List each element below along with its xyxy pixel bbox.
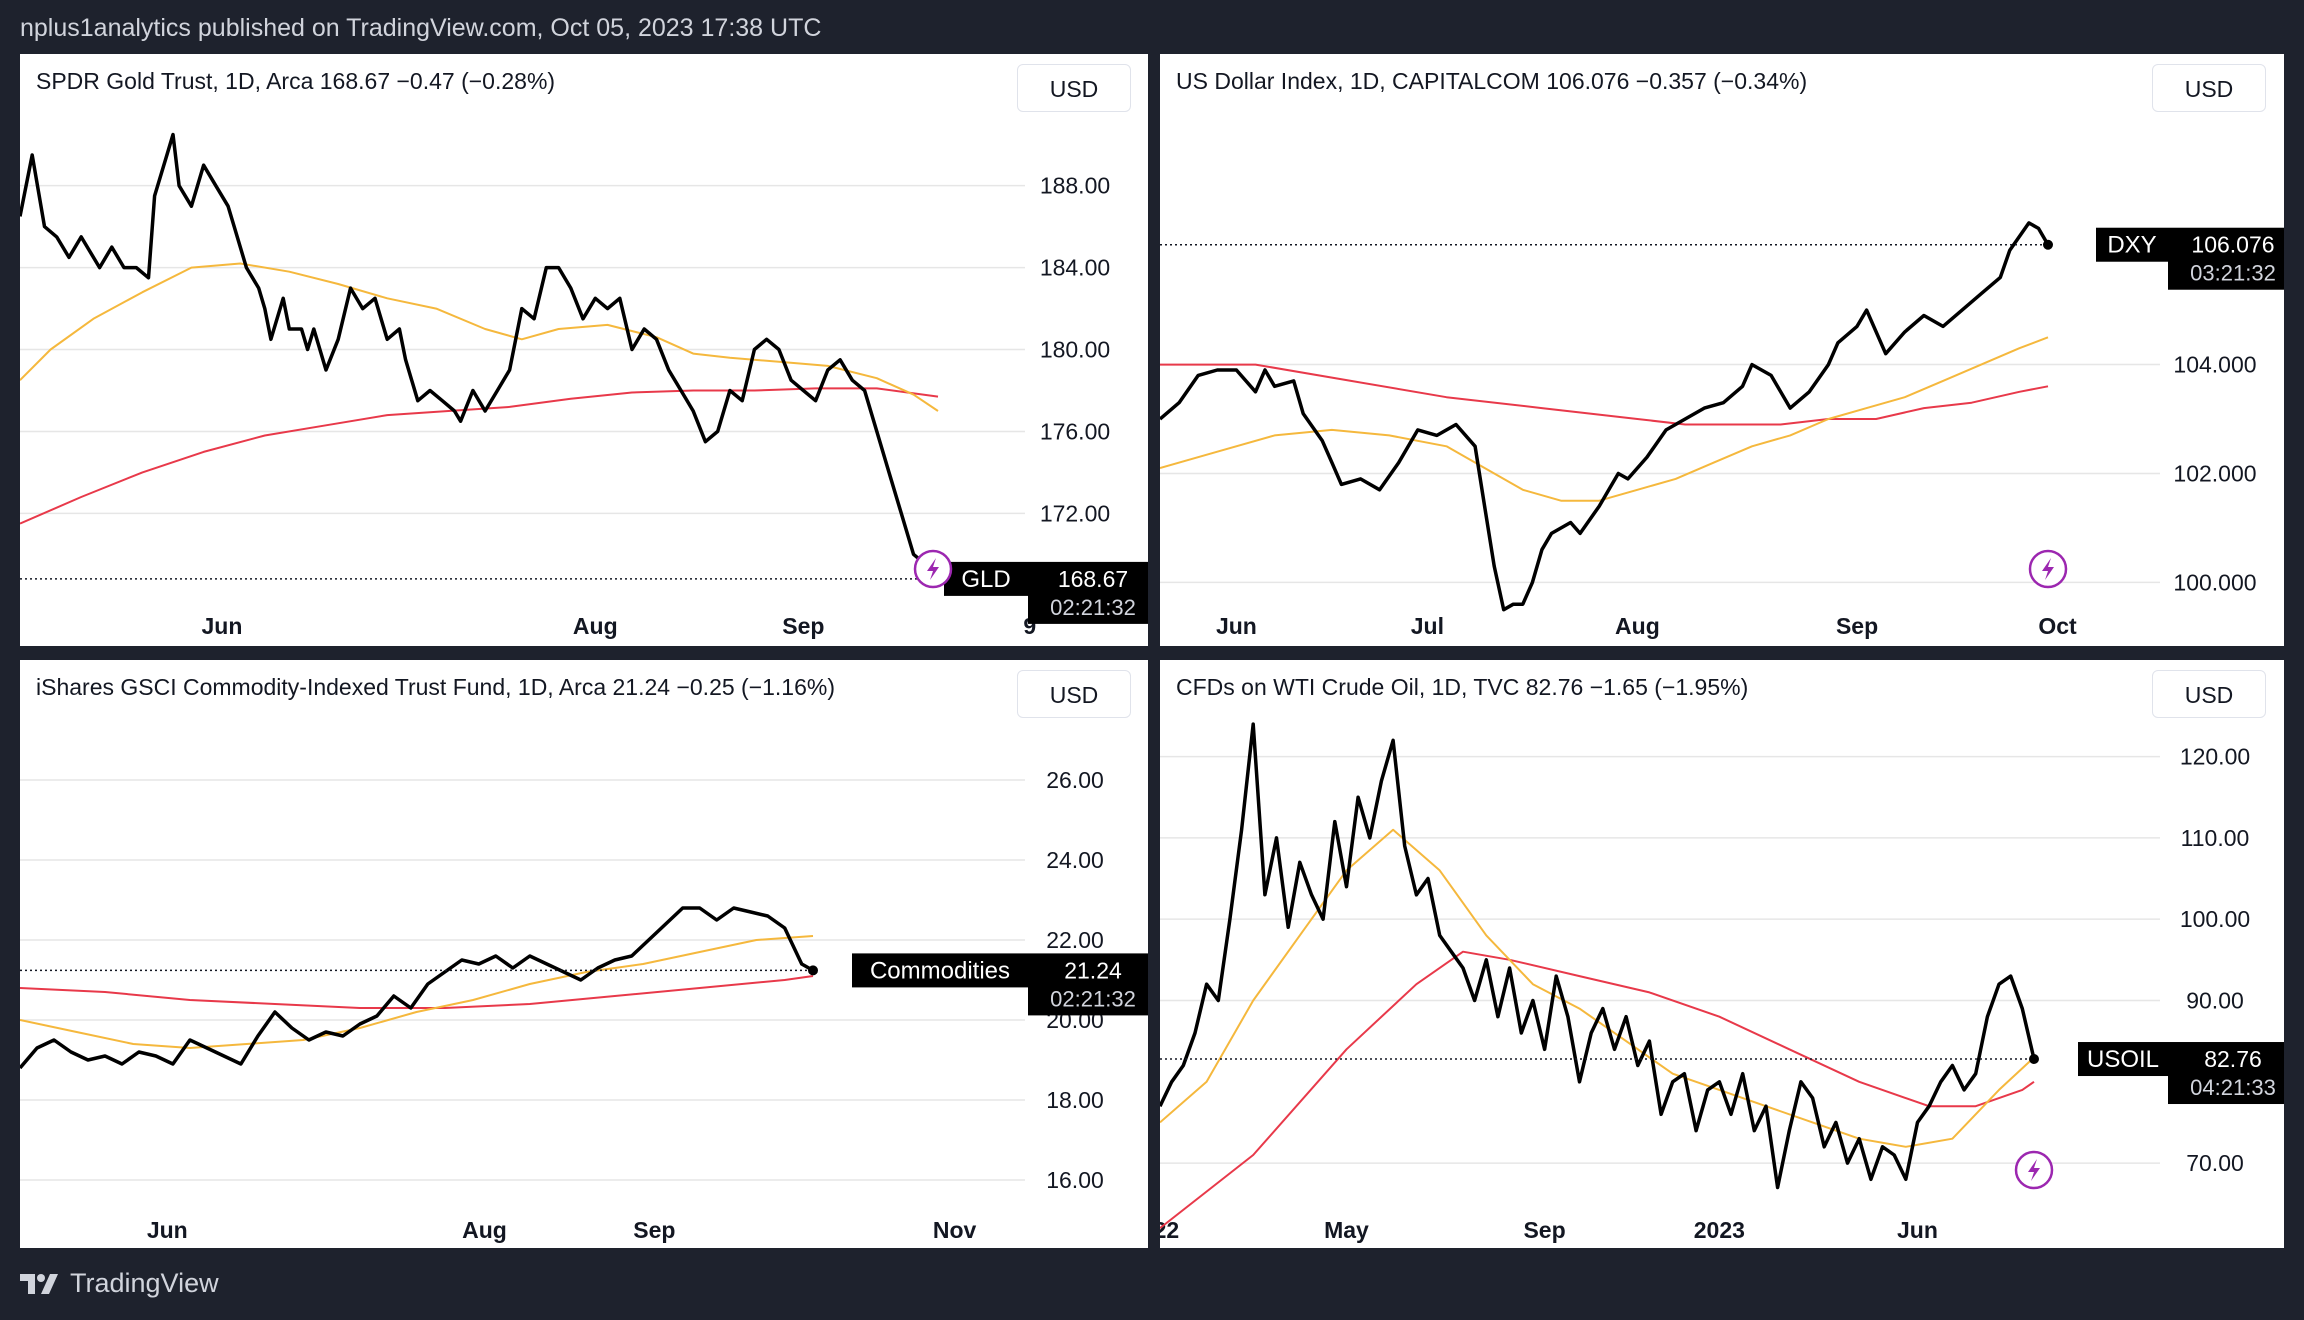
lightning-icon[interactable] — [2014, 1150, 2054, 1190]
price-badge — [1028, 561, 1148, 624]
x-tick-label: Jun — [1897, 1217, 1938, 1243]
series-line-price — [1160, 722, 2036, 1190]
symbol-label-bg — [944, 561, 1028, 596]
x-tick-label: Aug — [462, 1217, 507, 1243]
y-tick-label: 104.000 — [2173, 352, 2256, 378]
chart-title: SPDR Gold Trust, 1D, Arca 168.67 −0.47 (… — [36, 68, 556, 94]
x-tick-label: Oct — [2038, 613, 2077, 639]
price-badge-countdown: 02:21:32 — [1050, 986, 1136, 1011]
last-price-dot — [2043, 239, 2053, 250]
series-line-ma-short — [20, 262, 939, 412]
y-tick-label: 172.00 — [1040, 500, 1110, 526]
last-price-dot — [808, 965, 818, 976]
y-tick-label: 110.00 — [2181, 825, 2250, 851]
chart-title: iShares GSCI Commodity-Indexed Trust Fun… — [36, 674, 836, 700]
x-tick-label: Jul — [1411, 613, 1444, 639]
y-tick-label: 102.000 — [2173, 460, 2256, 486]
y-tick-label: 22.00 — [1046, 927, 1104, 953]
lightning-icon[interactable] — [2028, 549, 2068, 589]
price-badge-value: 106.076 — [2191, 232, 2274, 258]
y-tick-label: 120.00 — [2180, 744, 2250, 770]
brand-name: TradingView — [70, 1268, 219, 1298]
y-tick-label: 188.00 — [1040, 173, 1110, 199]
y-tick-label: 16.00 — [1046, 1167, 1104, 1193]
currency-button[interactable]: USD — [2152, 670, 2266, 718]
y-tick-label: 100.000 — [2173, 569, 2256, 595]
price-badge-countdown: 03:21:32 — [2190, 261, 2276, 286]
x-tick-label: Sep — [1523, 1217, 1565, 1243]
chart-title: US Dollar Index, 1D, CAPITALCOM 106.076 … — [1176, 68, 1808, 94]
symbol-label-bg — [852, 953, 1028, 988]
symbol-label: USOIL — [2087, 1046, 2159, 1073]
x-tick-label: Sep — [782, 613, 824, 639]
series-line-ma-long — [20, 387, 939, 525]
series-line-price — [1160, 221, 2050, 612]
symbol-label-bg — [2078, 1042, 2168, 1077]
y-tick-label: 24.00 — [1046, 847, 1104, 873]
x-tick-label: 2023 — [1694, 1217, 1745, 1243]
series-line-ma-long — [20, 975, 814, 1009]
chart-panel-gsg[interactable]: 26.00 24.00 22.00 20.00 18.00 16.00 Jun Aug Sep N… — [20, 660, 1148, 1248]
price-badge — [1028, 953, 1148, 1016]
y-tick-label: 18.00 — [1046, 1087, 1104, 1113]
x-tick-label: Sep — [1836, 613, 1878, 639]
chart-panel-usoil[interactable]: 120.00110.00100.0090.0070.00022MaySep202… — [1160, 660, 2284, 1248]
price-badge — [2168, 227, 2284, 290]
price-badge-countdown: 04:21:33 — [2190, 1075, 2276, 1100]
x-tick-label: Aug — [573, 613, 618, 639]
symbol-label-bg — [2096, 227, 2168, 262]
chart-title: CFDs on WTI Crude Oil, 1D, TVC 82.76 −1.… — [1176, 674, 1749, 700]
x-tick-label: Sep — [633, 1217, 675, 1243]
price-badge — [2168, 1042, 2284, 1105]
series-line-ma-short — [1160, 336, 2049, 502]
y-tick-label: 184.00 — [1040, 255, 1110, 281]
series-line-price — [20, 906, 814, 1070]
price-badge-value: 21.24 — [1064, 957, 1122, 983]
currency-button[interactable]: USD — [1017, 64, 1131, 112]
x-tick-label: Aug — [1615, 613, 1660, 639]
y-tick-label: 90.00 — [2186, 987, 2244, 1013]
x-tick-label: Nov — [933, 1217, 977, 1243]
chart-dxy[interactable]: 104.000 102.000 100.000 Jun Jul Aug Sep Oct DXY 1… — [1160, 54, 2284, 646]
currency-button[interactable]: USD — [2152, 64, 2266, 112]
price-badge-value: 168.67 — [1058, 566, 1128, 592]
series-line-ma-short — [20, 935, 814, 1049]
x-tick-label: Jun — [202, 613, 243, 639]
chart-panel-dxy[interactable]: 104.000 102.000 100.000 Jun Jul Aug Sep Oct DXY 1… — [1160, 54, 2284, 646]
symbol-label: Commodities — [870, 957, 1010, 984]
x-tick-label: May — [1324, 1217, 1369, 1243]
series-line-price — [20, 132, 940, 581]
x-tick-label: Jun — [1216, 613, 1257, 639]
series-line-ma-long — [1160, 363, 2049, 426]
x-tick-label: Jun — [147, 1217, 188, 1243]
publish-header: nplus1analytics published on TradingView… — [20, 14, 822, 42]
symbol-label: GLD — [961, 566, 1010, 593]
currency-button[interactable]: USD — [1017, 670, 1131, 718]
y-tick-label: 176.00 — [1040, 418, 1110, 444]
chart-panel-gld[interactable]: 188.00 184.00 180.00 176.00 172.00 Jun Aug Sep 9… — [20, 54, 1148, 646]
y-tick-label: 100.00 — [2180, 906, 2250, 932]
price-badge-countdown: 02:21:32 — [1050, 595, 1136, 620]
tradingview-logo-icon — [20, 1273, 58, 1294]
y-tick-label: 26.00 — [1046, 767, 1104, 793]
last-price-dot — [2029, 1054, 2039, 1065]
series-line-ma-long — [1160, 950, 2035, 1229]
tradingview-logo[interactable]: TradingView — [20, 1268, 219, 1299]
y-tick-label: 70.00 — [2186, 1150, 2244, 1176]
price-badge-value: 82.76 — [2204, 1046, 2262, 1072]
symbol-label: DXY — [2107, 232, 2156, 259]
lightning-icon[interactable] — [913, 549, 953, 589]
y-tick-label: 180.00 — [1040, 337, 1110, 363]
series-line-ma-short — [1160, 828, 2035, 1148]
chart-usoil[interactable]: 120.00110.00100.0090.0070.00022MaySep202… — [1160, 660, 2284, 1248]
